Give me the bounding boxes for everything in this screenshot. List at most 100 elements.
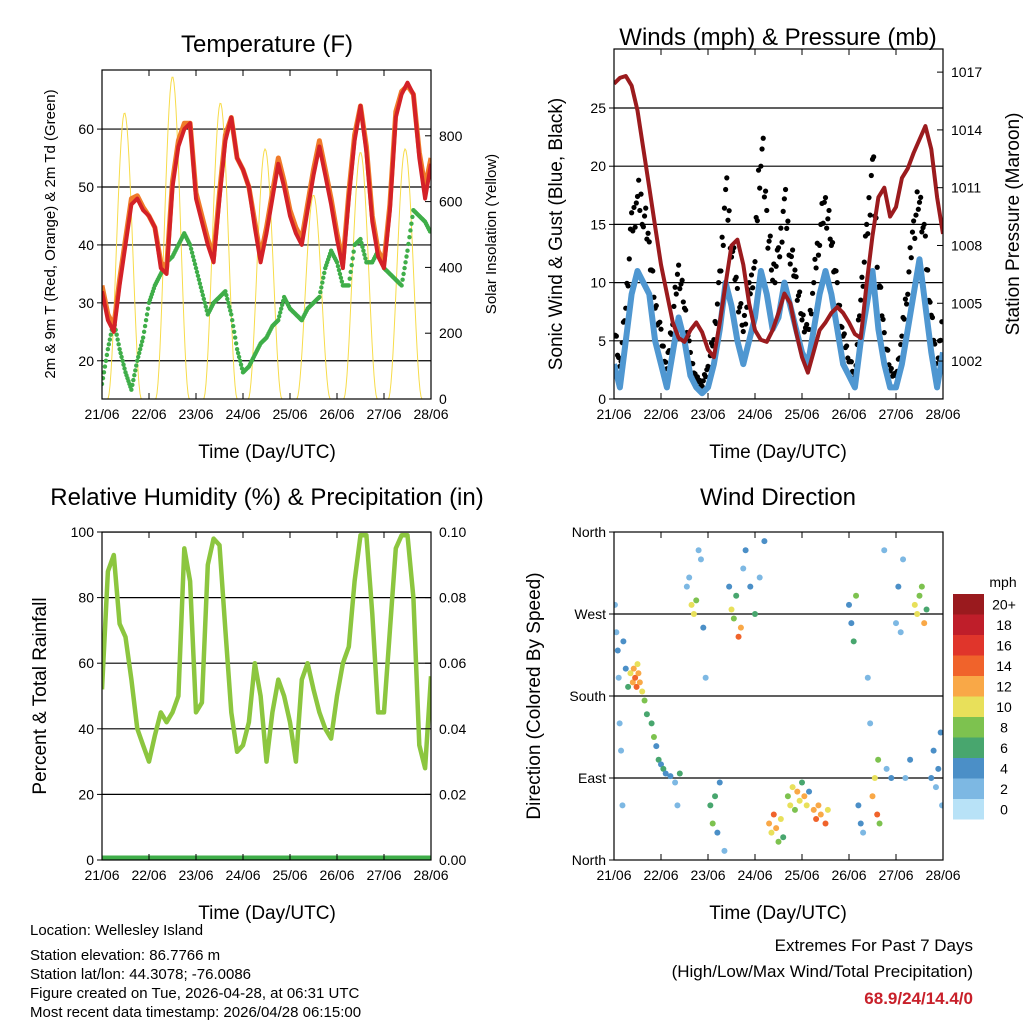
wind-direction-point xyxy=(855,802,862,809)
y-tick-label: 20 xyxy=(78,353,94,369)
y-tick-label: 20 xyxy=(590,158,606,174)
wind-direction-point xyxy=(900,556,907,563)
y2-tick-label: 1017 xyxy=(951,64,982,80)
y-tick-label: 40 xyxy=(78,237,94,253)
dewpoint-point xyxy=(200,292,206,298)
x-tick-label: 23/06 xyxy=(690,867,725,883)
y-tick-label: 30 xyxy=(78,295,94,311)
gust-point xyxy=(909,229,916,235)
wind-direction-point xyxy=(787,802,794,809)
y2-tick-label: 1014 xyxy=(951,122,982,138)
dewpoint-point xyxy=(231,323,236,329)
gust-point xyxy=(767,233,773,239)
wind-direction-point xyxy=(789,784,796,791)
y2-tick-label: 800 xyxy=(439,128,463,144)
plot-area xyxy=(102,532,431,860)
dewpoint-point xyxy=(118,350,123,356)
dewpoint-point xyxy=(134,363,139,368)
gust-point xyxy=(683,307,689,313)
dewpoint-point xyxy=(234,346,240,352)
dewpoint-point xyxy=(121,362,126,367)
wind-direction-point xyxy=(822,820,829,827)
dewpoint-point xyxy=(130,382,135,388)
gust-point xyxy=(939,319,943,325)
dewpoint-point xyxy=(231,329,237,335)
dewpoint-point xyxy=(191,258,197,263)
wind-direction-point xyxy=(653,743,660,750)
wind-direction-point xyxy=(614,647,621,654)
gust-point xyxy=(916,199,923,205)
winds-xlabel: Time (Day/UTC) xyxy=(709,442,847,463)
wind-direction-point xyxy=(770,811,777,818)
gust-point xyxy=(864,221,870,228)
x-tick-label: 28/06 xyxy=(413,406,448,422)
latest-timestamp: Most recent data timestamp: 2026/04/28 0… xyxy=(30,1004,361,1021)
gust-point xyxy=(637,207,643,214)
gust-point xyxy=(804,321,810,328)
dewpoint-point xyxy=(278,306,284,311)
dewpoint-point xyxy=(190,254,196,259)
wind-direction-point xyxy=(697,556,704,563)
plot-panel-3: 21/06 22/06 23/06 24/06 25/06 26/06 27/06 28/06… xyxy=(569,524,960,883)
dewpoint-point xyxy=(318,290,323,295)
dewpoint-point xyxy=(137,346,143,352)
gust-point xyxy=(778,225,784,231)
wind-direction-point xyxy=(853,592,860,599)
y-tick-label: North xyxy=(572,852,606,868)
wind-direction-point xyxy=(784,793,791,800)
wind-direction-point xyxy=(801,793,808,800)
y-tick-label: 60 xyxy=(78,655,94,671)
x-tick-label: 27/06 xyxy=(878,406,913,422)
extremes-subheading: (High/Low/Max Wind/Total Precipitation) xyxy=(672,962,973,981)
dewpoint-point xyxy=(114,332,119,337)
figure-created: Figure created on Tue, 2026-04-28, at 06… xyxy=(30,985,360,1002)
y-tick-label: 40 xyxy=(78,721,94,737)
gust-point xyxy=(919,229,925,235)
gust-point xyxy=(723,186,729,193)
dewpoint-point xyxy=(138,343,144,348)
gust-point xyxy=(645,230,651,236)
gust-point xyxy=(733,274,739,280)
wind-direction-point xyxy=(850,638,857,645)
extremes-heading: Extremes For Past 7 Days xyxy=(775,936,973,955)
y2-tick-label: 1005 xyxy=(951,295,982,311)
colorbar-swatch xyxy=(953,594,984,615)
dewpoint-point xyxy=(408,228,413,233)
wind-direction-point xyxy=(707,802,714,809)
dewpoint-point xyxy=(238,362,244,367)
wind-direction-point xyxy=(742,547,749,554)
wind-direction-point xyxy=(667,773,674,780)
wind-direction-point xyxy=(876,820,883,827)
wind-direction-point xyxy=(911,601,918,608)
dewpoint-point xyxy=(279,302,285,307)
gust-point xyxy=(868,172,874,179)
y2-tick-label: 1011 xyxy=(951,180,981,196)
dewpoint-point xyxy=(143,318,149,323)
gust-point xyxy=(761,194,768,200)
plot-area xyxy=(614,74,943,399)
x-tick-label: 23/06 xyxy=(178,867,213,883)
gust-point xyxy=(630,228,636,234)
colorbar-swatch xyxy=(953,737,984,758)
x-tick-label: 23/06 xyxy=(178,406,213,422)
gust-point xyxy=(762,188,769,194)
gust-point xyxy=(738,300,744,307)
y-tick-label: 20 xyxy=(78,786,94,802)
dewpoint-point xyxy=(140,335,146,340)
dewpoint-point xyxy=(197,281,203,286)
y-tick-label: 5 xyxy=(598,333,606,349)
gust-point xyxy=(626,256,632,262)
x-tick-label: 22/06 xyxy=(131,867,166,883)
wind-direction-point xyxy=(709,820,716,827)
dewpoint-point xyxy=(236,354,242,360)
wind-direction-point xyxy=(860,829,867,836)
solar-insolation-line xyxy=(102,76,431,399)
wind-direction-point xyxy=(815,802,822,809)
gust-point xyxy=(793,274,799,280)
dewpoint-point xyxy=(132,373,137,378)
dewpoint-point xyxy=(317,294,322,300)
gust-point xyxy=(676,262,682,268)
dewpoint-point xyxy=(362,252,367,257)
wind-direction-point xyxy=(928,775,935,781)
gust-point xyxy=(800,312,806,318)
